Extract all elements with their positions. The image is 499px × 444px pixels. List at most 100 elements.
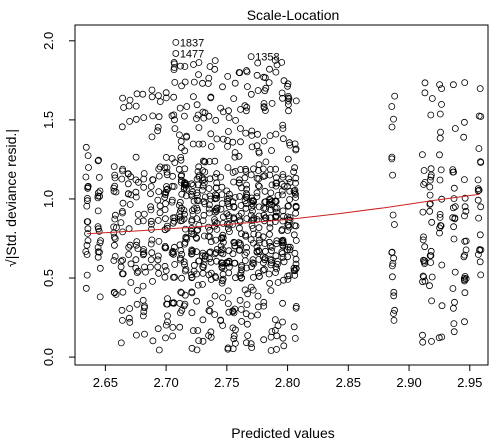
chart-title: Scale-Location — [247, 7, 340, 23]
data-point — [177, 62, 184, 70]
data-point — [267, 347, 275, 354]
data-point — [194, 281, 202, 289]
data-point — [224, 128, 232, 135]
data-point — [111, 174, 119, 182]
data-point — [224, 300, 232, 308]
data-point — [161, 193, 169, 201]
data-point — [119, 270, 126, 278]
data-point — [462, 237, 470, 245]
data-point — [242, 107, 250, 115]
data-point — [201, 168, 209, 176]
data-point — [241, 257, 249, 265]
data-point — [260, 73, 268, 81]
data-point — [225, 247, 233, 255]
data-point — [162, 153, 170, 161]
data-point — [266, 132, 274, 140]
data-point — [438, 302, 446, 310]
data-point — [183, 103, 191, 110]
data-point — [477, 203, 485, 211]
data-point — [271, 326, 279, 334]
data-point — [266, 224, 274, 232]
data-point — [286, 187, 294, 195]
data-point — [125, 102, 133, 110]
data-point — [120, 104, 127, 111]
data-point — [280, 342, 288, 350]
data-point — [170, 250, 177, 258]
data-point — [176, 323, 184, 331]
data-point — [187, 271, 195, 279]
data-point — [248, 203, 256, 211]
data-point — [97, 237, 104, 245]
data-point — [389, 171, 397, 179]
data-point — [178, 274, 186, 282]
data-point — [420, 233, 427, 241]
data-point — [211, 208, 219, 216]
data-point — [286, 246, 294, 254]
data-point — [139, 282, 147, 290]
data-point — [280, 212, 287, 220]
data-point — [279, 191, 286, 199]
data-point — [427, 252, 435, 260]
data-point — [175, 131, 183, 139]
data-point — [250, 165, 257, 173]
data-point — [451, 268, 459, 276]
data-point — [95, 156, 102, 164]
data-point — [266, 255, 274, 263]
data-point — [84, 197, 91, 205]
data-point — [271, 316, 279, 324]
data-point — [110, 163, 118, 171]
data-point — [388, 123, 396, 131]
data-point — [181, 225, 189, 233]
data-point — [243, 248, 250, 256]
data-point — [110, 233, 118, 241]
data-point — [149, 176, 157, 184]
data-point — [132, 193, 140, 201]
data-point — [272, 179, 280, 187]
data-point — [181, 300, 189, 308]
data-point — [206, 307, 214, 315]
data-point — [169, 172, 177, 180]
data-point — [231, 79, 239, 87]
data-point — [148, 86, 156, 94]
data-point — [218, 183, 226, 191]
data-point — [248, 131, 256, 139]
data-point — [154, 127, 162, 135]
data-point — [178, 289, 185, 297]
data-point — [451, 215, 459, 223]
data-point — [118, 175, 126, 183]
data-point — [213, 257, 220, 265]
data-point — [267, 259, 275, 267]
data-point — [162, 334, 169, 342]
data-point — [147, 183, 155, 190]
data-point — [112, 211, 119, 219]
data-point — [449, 285, 457, 292]
data-point — [388, 262, 396, 270]
data-point — [189, 140, 197, 148]
data-point — [178, 217, 186, 224]
data-point — [207, 258, 215, 266]
data-point — [450, 235, 458, 243]
data-point — [82, 248, 90, 255]
data-point — [231, 259, 238, 267]
data-point — [170, 59, 178, 66]
data-point — [218, 279, 226, 287]
data-point — [248, 127, 256, 135]
data-point — [211, 216, 218, 223]
data-point — [426, 191, 434, 199]
data-point — [286, 178, 294, 186]
data-point — [217, 173, 225, 181]
data-point — [262, 158, 270, 166]
data-point — [201, 158, 209, 166]
y-tick-label: 0.5 — [41, 269, 56, 287]
data-point — [140, 304, 148, 312]
data-point — [249, 259, 257, 267]
data-point — [118, 123, 126, 131]
data-point — [426, 183, 434, 191]
data-point — [218, 191, 226, 199]
data-point — [286, 216, 294, 224]
data-point — [461, 203, 469, 211]
data-point — [170, 64, 178, 71]
data-point — [126, 118, 134, 125]
data-point — [206, 300, 214, 308]
